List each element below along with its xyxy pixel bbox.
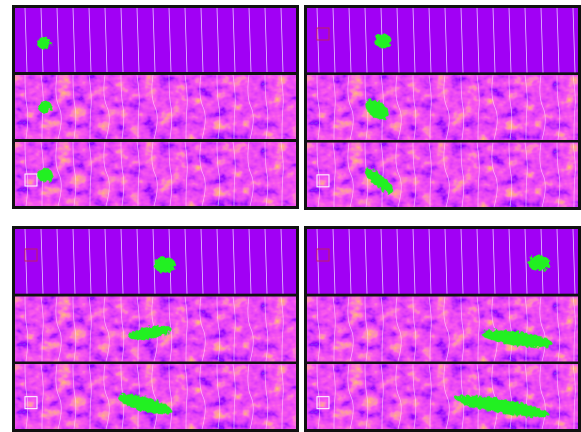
strip xyxy=(307,143,578,207)
green-cluster xyxy=(38,101,52,113)
simulation-frames xyxy=(0,0,581,432)
frame-panel xyxy=(304,5,581,210)
strip xyxy=(15,75,296,139)
strip xyxy=(15,364,296,429)
frame-panel xyxy=(12,5,299,209)
heat-field xyxy=(15,142,296,206)
heat-field xyxy=(307,75,578,139)
uniform-field xyxy=(307,8,578,72)
strip xyxy=(307,297,578,362)
green-cluster xyxy=(374,34,392,48)
strip xyxy=(15,297,296,362)
heat-field xyxy=(307,364,578,429)
green-cluster xyxy=(154,257,176,273)
frame-panel xyxy=(304,226,581,432)
green-cluster xyxy=(37,37,51,49)
strip xyxy=(307,229,578,294)
frame-panel xyxy=(12,226,299,432)
strip xyxy=(15,229,296,294)
strip xyxy=(15,8,296,72)
green-cluster xyxy=(528,255,550,271)
heat-field xyxy=(307,297,578,362)
page: (() => { const svg = document.getElement… xyxy=(0,0,581,432)
heat-field xyxy=(15,364,296,429)
strip xyxy=(307,364,578,429)
strip xyxy=(307,75,578,139)
strip xyxy=(307,8,578,72)
strip xyxy=(15,142,296,206)
heat-field xyxy=(307,143,578,207)
heat-field xyxy=(15,75,296,139)
